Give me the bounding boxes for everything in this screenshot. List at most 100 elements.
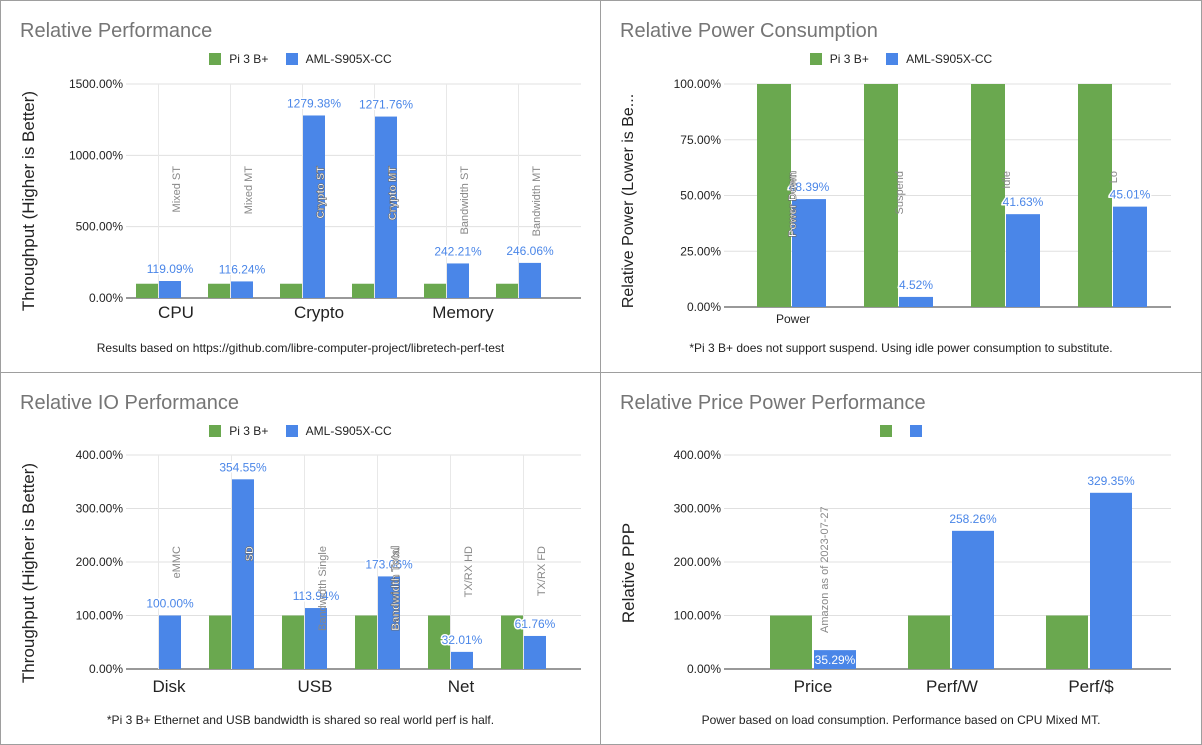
category-label: TX/RX HD [463,546,475,597]
legend-label-pi: Pi 3 B+ [829,52,869,66]
bar-series2 [792,199,826,307]
category-label: TX/RX FD [536,546,548,596]
legend-swatch-series2 [909,425,922,437]
data-label: 246.06% [506,244,554,258]
bar-series2 [1113,206,1147,307]
legend-item-aml: AML-S905X-CC [285,52,392,66]
legend-swatch-aml [285,425,298,437]
bar-series2 [899,296,933,307]
category-label: Mixed ST [171,166,183,213]
data-label: 61.76% [515,617,556,631]
chart-footnote: *Pi 3 B+ does not support suspend. Using… [689,341,1113,355]
category-label: Mixed MT [243,166,255,215]
bar-series1 [280,283,302,298]
data-label: 173.06% [365,557,413,571]
y-tick-label: 300.00% [76,502,124,516]
y-axis-title: Relative Power (Lower is Be... [620,93,637,309]
category-label: eMMC [171,546,183,578]
category-label: Bandwidth MT [531,166,543,237]
y-tick-label: 500.00% [76,220,124,234]
bar-series1 [757,84,791,307]
y-axis-title: Throughput (Higher is Better) [19,90,38,312]
y-tick-label: 1000.00% [69,148,123,162]
legend-swatch-pi [209,425,222,437]
group-label: Crypto [294,303,344,322]
bar-series1 [355,615,377,669]
bar-series2 [1090,492,1132,669]
y-tick-label: 200.00% [76,555,124,569]
data-label: 1279.38% [287,96,341,110]
chart-legend: Pi 3 B+ AML-S905X-CC [601,52,1201,66]
chart-title: Relative IO Performance [20,392,239,414]
ppp-chart-svg: 0.00% 100.00% 200.00% 300.00% 400.00% 35.29% 2… [674,448,1171,696]
data-label: 116.24% [219,262,266,276]
category-label: Suspend [894,171,906,214]
bar-series2 [159,281,181,298]
bar-series1 [864,84,898,307]
y-tick-label: 0.00% [687,300,721,314]
chart-panel-relative-power: 0.00% 25.00% 50.00% 75.00% 100.00% 48.39% Powe… [600,0,1202,373]
group-label: CPU [158,303,194,322]
data-label: 100.00% [146,597,194,611]
bar-series2 [375,116,397,298]
legend-item-pi: Pi 3 B+ [809,52,869,66]
y-tick-label: 1500.00% [69,77,123,91]
chart-title: Relative Performance [20,20,213,42]
data-label: 45.01% [1110,188,1151,202]
y-tick-label: 100.00% [76,609,124,623]
bar-series1 [424,283,446,298]
chart-legend [601,424,1201,438]
group-label: Power [776,312,810,326]
bar-series1 [282,615,304,669]
performance-chart-svg: 0.00% 500.00% 1000.00% 1500.00% 119.09% Mixed… [69,77,581,322]
y-tick-label: 400.00% [76,448,124,462]
legend-swatch-aml [285,53,298,65]
data-label: 32.01% [442,633,483,647]
legend-label-pi: Pi 3 B+ [229,52,269,66]
y-tick-label: 100.00% [674,609,722,623]
y-tick-label: 200.00% [674,555,722,569]
legend-item-series1 [880,424,893,438]
bar-series2 [447,263,469,298]
category-label: Power Down [787,171,799,237]
data-label: 35.29% [815,653,856,667]
group-label: Net [448,677,475,696]
bar-series1 [1046,615,1088,669]
group-label: Price [794,677,833,696]
bar-series2 [1006,214,1040,307]
io-chart-svg: 0.00% 100.00% 200.00% 300.00% 400.00% 100.00%… [76,448,581,696]
data-label: 242.21% [434,244,482,258]
data-label: 329.35% [1087,474,1135,488]
category-label: Crypto ST [315,166,327,219]
chart-panel-relative-ppp: 0.00% 100.00% 200.00% 300.00% 400.00% 35.29% 2… [600,372,1202,745]
legend-label-aml: AML-S905X-CC [305,424,392,438]
category-label: Idle [1001,171,1013,189]
y-axis-title: Relative PPP [619,522,638,624]
category-label: Bandwidth Total [390,546,402,631]
data-label: 1271.76% [359,98,413,112]
power-chart-svg: 0.00%25.00%50.00%75.00%100.00%48.39%Powe… [674,77,1171,326]
bar-series1 [908,615,950,669]
data-label: 48.39% [789,180,830,194]
y-tick-label: 0.00% [687,662,721,676]
y-tick-label: 100.00% [674,77,722,91]
y-axis-title: Throughput (Higher is Better) [19,462,38,684]
bar-series2 [952,530,994,669]
data-label: 354.55% [219,460,267,474]
bar-series1 [971,84,1005,307]
bar-series1 [136,283,158,298]
chart-panel-relative-performance: 0.00% 500.00% 1000.00% 1500.00% 119.09% Mixed… [0,0,601,373]
data-label: 113.94% [293,589,340,603]
legend-label-aml: AML-S905X-CC [305,52,392,66]
chart-panel-relative-io: 0.00% 100.00% 200.00% 300.00% 400.00% 100.00%… [0,372,601,745]
chart-title: Relative Power Consumption [620,20,878,42]
category-label: Lo [1108,171,1120,183]
chart-footnote: Power based on load consumption. Perform… [701,713,1101,727]
category-label: Crypto MT [387,166,399,221]
chart-title: Relative Price Power Performance [620,392,926,414]
chart-footnote: Results based on https://github.com/libr… [96,341,505,355]
y-tick-label: 50.00% [680,189,721,203]
data-label: 41.63% [1003,195,1044,209]
bar-series2 [305,608,327,669]
legend-swatch-series1 [880,425,893,437]
